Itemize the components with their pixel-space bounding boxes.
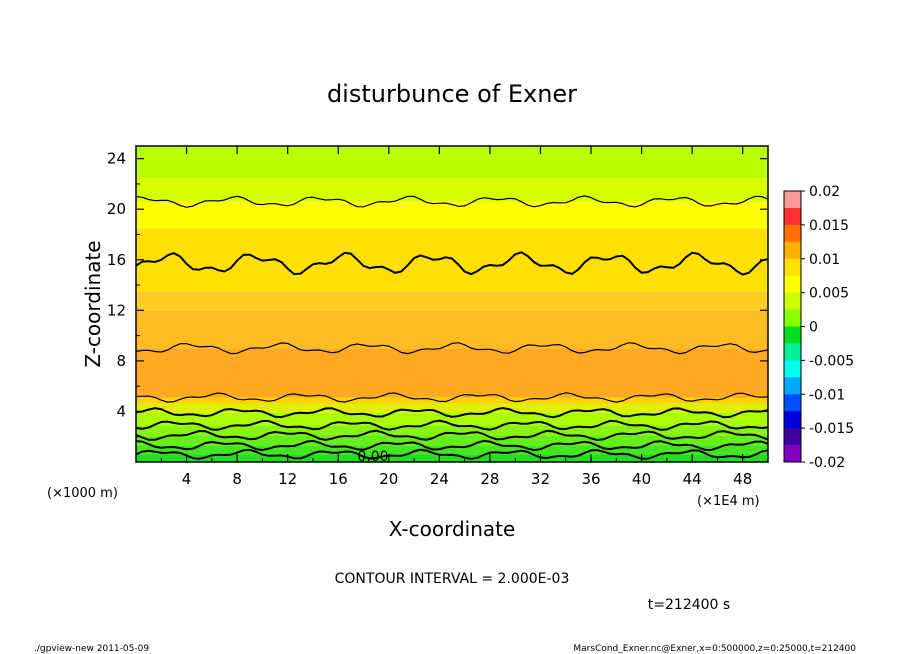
colorbar-label-4: 0	[809, 320, 818, 336]
contour-interval: CONTOUR INTERVAL = 2.000E-03	[335, 571, 570, 587]
contour-band-13	[136, 146, 768, 178]
contour-line-2	[135, 429, 769, 442]
colorbar-segment-15	[784, 445, 801, 463]
contour-band-4	[136, 412, 768, 426]
colorbar-label-1: 0.015	[809, 218, 849, 234]
contour-line-1	[135, 439, 769, 452]
contour-label: 0.00	[357, 449, 388, 465]
footer-left: ./gpview-new 2011-05-09	[34, 644, 149, 654]
x-tick-label-10: 44	[683, 470, 702, 488]
x-tick-label-7: 32	[531, 470, 550, 488]
chart-title: disturbunce of Exner	[327, 80, 577, 108]
colorbar-segment-12	[784, 394, 801, 412]
contour-line-4	[135, 406, 769, 419]
contour-lines	[135, 195, 769, 460]
x-tick-label-2: 12	[278, 470, 297, 488]
y-tick-label-5: 24	[107, 150, 126, 168]
contour-band-8	[136, 310, 768, 349]
colorbar-segment-7	[784, 309, 801, 327]
y-axis-unit: (×1000 m)	[47, 486, 118, 501]
y-tick-label-4: 20	[107, 200, 126, 218]
x-axis: 4 8 12 16 20 24 28 32 36 40 44 48	[160, 146, 752, 488]
y-axis-label: Z-coordinate	[81, 240, 105, 367]
x-tick-label-6: 28	[480, 470, 499, 488]
contour-line-5	[135, 392, 769, 403]
plot-frame	[135, 145, 769, 463]
contour-line-7	[135, 251, 769, 276]
plot-area	[136, 146, 768, 462]
y-tick-label-3: 16	[107, 251, 126, 269]
colorbar-segment-11	[784, 377, 801, 395]
y-axis: 4 8 12 16 20 24	[107, 150, 768, 438]
contour-line-8	[135, 195, 769, 208]
contour-band-11	[136, 201, 768, 229]
colorbar-segment-1	[784, 207, 801, 226]
colorbar-segment-6	[784, 292, 801, 311]
colorbar-segment-0	[784, 191, 801, 209]
colorbar-label-3: 0.005	[809, 286, 849, 302]
x-tick-label-11: 48	[733, 470, 752, 488]
colorbar-segment-2	[784, 224, 801, 243]
x-tick-label-9: 40	[632, 470, 651, 488]
x-tick-label-3: 16	[329, 470, 348, 488]
footer-right: MarsCond_Exner.nc@Exner,x=0:500000,z=0:2…	[573, 644, 856, 654]
contour-band-3	[136, 425, 768, 436]
time-label: t=212400 s	[648, 597, 730, 613]
colorbar-label-5: -0.005	[809, 353, 854, 369]
contour-band-9	[136, 291, 768, 311]
colorbar-segment-5	[784, 275, 801, 294]
x-tick-label-1: 8	[232, 470, 242, 488]
colorbar-label-0: 0.02	[809, 184, 840, 200]
colorbar-label-7: -0.015	[809, 421, 854, 437]
colorbar-label-6: -0.01	[809, 387, 845, 403]
colorbar: 0.02 0.015 0.01 0.005 0 -0.005 -0.01 -0.015 -0.0…	[783, 184, 854, 471]
contour-band-1	[136, 445, 768, 455]
x-tick-label-4: 20	[379, 470, 398, 488]
colorbar-segment-8	[784, 326, 801, 344]
x-tick-label-5: 24	[430, 470, 449, 488]
contour-band-0	[136, 454, 768, 462]
colorbar-label-8: -0.02	[809, 455, 845, 471]
y-tick-label-1: 8	[116, 352, 126, 370]
contour-band-2	[136, 435, 768, 446]
y-tick-label-2: 12	[107, 301, 126, 319]
contour-band-5	[136, 403, 768, 413]
contour-line-6	[135, 342, 769, 355]
colorbar-segment-13	[784, 411, 801, 429]
x-tick-label-8: 36	[581, 470, 600, 488]
contour-band-6	[136, 397, 768, 404]
colorbar-label-2: 0.01	[809, 252, 840, 268]
contour-line-0	[135, 448, 769, 460]
x-tick-label-0: 4	[182, 470, 192, 488]
colorbar-segment-10	[784, 360, 801, 378]
colorbar-segment-9	[784, 343, 801, 361]
colorbar-segment-4	[784, 258, 801, 277]
colorbar-segment-14	[784, 428, 801, 446]
y-tick-label-0: 4	[116, 402, 126, 420]
x-axis-label: X-coordinate	[389, 517, 516, 541]
contour-band-7	[136, 348, 768, 398]
contour-line-3	[135, 419, 769, 431]
x-axis-unit: (×1E4 m)	[697, 494, 760, 509]
colorbar-segment-3	[784, 241, 801, 260]
